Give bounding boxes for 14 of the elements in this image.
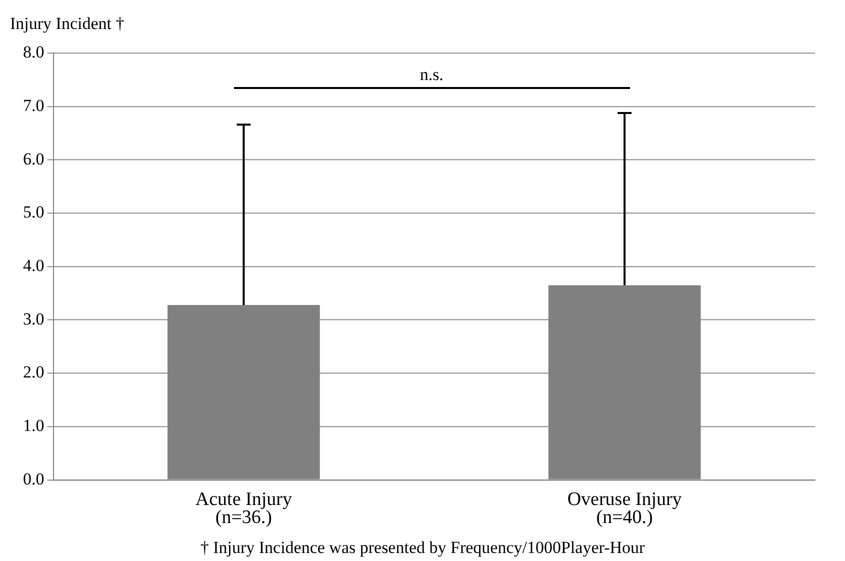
y-tick-label: 6.0 (23, 149, 44, 168)
x-tick-label: Acute Injury (n=36.) (195, 488, 292, 528)
y-tick-label: 2.0 (23, 362, 44, 382)
y-tick-label: 4.0 (23, 256, 44, 276)
y-axis-title: Injury Incident † (10, 14, 124, 34)
y-tick-label: 8.0 (23, 42, 44, 62)
y-tick-label: 0.0 (23, 469, 44, 488)
annotation: n.s. (420, 65, 444, 86)
y-tick-label: 1.0 (23, 416, 44, 436)
y-tick-label: 5.0 (23, 202, 44, 222)
x-tick-label: Overuse Injury (n=40.) (567, 488, 682, 528)
text: † Injury Incidence was presented by Frequency/1000Player-Hour (199, 538, 646, 558)
y-tick-label: 7.0 (23, 96, 44, 116)
y-tick-label: 3.0 (23, 309, 44, 328)
